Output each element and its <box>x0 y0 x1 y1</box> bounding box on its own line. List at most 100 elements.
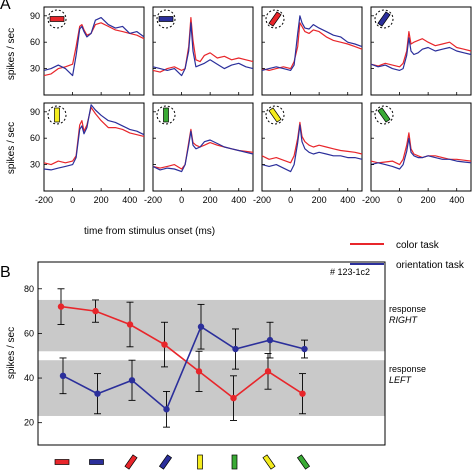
orientation-task-trace <box>43 17 145 77</box>
subplot-4 <box>370 6 472 96</box>
subplot-frame <box>370 102 472 192</box>
orientation-task-point <box>59 372 67 380</box>
subplot-2 <box>152 6 254 96</box>
panel-a-y-axis-label-bottom: spikes / sec <box>6 122 17 174</box>
subplot-frame <box>261 6 363 96</box>
y-tick-label: 20 <box>24 418 34 428</box>
orientation-task-trace <box>370 137 472 170</box>
band-label-line1: response <box>389 304 426 314</box>
x-tick-label: 0 <box>288 195 293 205</box>
subplot-6: -200 0 200 400 <box>144 102 254 205</box>
x-tick-label: 0 <box>179 195 184 205</box>
stimulus-bar <box>49 16 65 22</box>
red-oblique-bar-icon <box>265 9 285 29</box>
subplot-frame <box>43 6 145 96</box>
x-tick-label: 200 <box>421 195 436 205</box>
color-task-point <box>161 341 168 348</box>
x-tick-label: 400 <box>231 195 246 205</box>
stimulus-bar <box>158 454 173 470</box>
panel-a-y-axis-label-top: spikes / sec <box>6 28 17 80</box>
panel-b-label: B <box>0 264 11 281</box>
color-task-point <box>92 307 99 315</box>
orientation-task-point <box>266 336 274 344</box>
subplot-7: -200 0 200 400 <box>253 102 363 205</box>
stimulus-bar <box>54 459 70 465</box>
panel-b-frame-overlay <box>37 261 386 446</box>
stimulus-bar <box>231 454 238 470</box>
red-horizontal-bar-icon <box>54 459 70 465</box>
y-tick-label: 60 <box>24 328 34 338</box>
x-tick-label: -200 <box>144 195 162 205</box>
x-tick-label: -200 <box>362 195 380 205</box>
stimulus-bar <box>268 11 282 27</box>
response-band-left <box>38 360 385 416</box>
orientation-task-point <box>94 390 101 397</box>
blue-oblique-bar-icon <box>158 454 173 470</box>
color-task-line <box>60 305 303 400</box>
orientation-task-trace <box>152 22 254 77</box>
stimulus-bar <box>268 107 282 123</box>
band-label-line1: response <box>389 364 426 374</box>
color-task-trace <box>43 22 145 77</box>
panel-b: B color task orientation task # 123-1c2 … <box>0 240 465 470</box>
green-vertical-bar-icon <box>156 105 176 125</box>
x-tick-label: 0 <box>397 195 402 205</box>
orientation-task-point <box>232 345 239 353</box>
stimulus-bar <box>158 16 174 22</box>
stimulus-bar <box>377 107 391 123</box>
subplot-1: 30 60 90 <box>30 6 145 96</box>
orientation-task-point <box>301 345 308 353</box>
subplot-frame <box>43 102 145 192</box>
blue-horizontal-bar-icon <box>156 9 176 29</box>
color-task-point <box>57 303 65 310</box>
band-label-line2: RIGHT <box>389 315 419 325</box>
subplot-frame <box>261 102 363 192</box>
orientation-task-point <box>128 377 136 384</box>
blue-oblique-bar-icon <box>374 9 394 29</box>
x-tick-label: 0 <box>70 195 75 205</box>
color-task-trace <box>370 31 472 68</box>
x-tick-label: 200 <box>203 195 218 205</box>
x-tick-label: 400 <box>449 195 464 205</box>
subplot-3 <box>261 6 363 96</box>
color-task-point <box>264 368 272 375</box>
y-tick-label: 30 <box>30 64 40 74</box>
stimulus-bar <box>124 454 138 470</box>
color-task-point <box>126 321 134 328</box>
orientation-task-trace <box>261 124 363 173</box>
panel-b-frame <box>37 261 386 446</box>
color-task-trace <box>370 132 472 166</box>
green-oblique-bar-icon <box>296 454 311 470</box>
orientation-task-trace <box>370 37 472 71</box>
stimulus-bar <box>296 454 311 470</box>
legend-color-task-label: color task <box>396 240 440 251</box>
orientation-task-trace <box>43 104 145 171</box>
x-tick-label: 200 <box>312 195 327 205</box>
band-label-line2: LEFT <box>389 375 413 385</box>
stimulus-bar <box>377 11 391 27</box>
panel-a-x-axis-label: time from stimulus onset (ms) <box>84 226 215 237</box>
subplot-8: -200 0 200 400 <box>362 102 472 205</box>
y-tick-label: 60 <box>30 133 40 143</box>
legend: color task orientation task <box>350 240 465 271</box>
orientation-task-point <box>197 323 205 330</box>
yellow-vertical-bar-icon <box>47 105 67 125</box>
y-tick-label: 60 <box>30 37 40 47</box>
color-task-trace <box>152 128 254 170</box>
subplot-5: 30 60 90 -200 0 200 400 <box>30 102 145 205</box>
subplot-frame <box>152 102 254 192</box>
red-oblique-bar-icon <box>124 454 138 470</box>
panel-a-label: A <box>0 0 11 13</box>
yellow-oblique-bar-icon <box>262 454 276 470</box>
color-task-point <box>195 368 203 375</box>
x-tick-label: 400 <box>122 195 137 205</box>
response-band-right <box>38 299 385 352</box>
orientation-task-trace <box>261 15 363 71</box>
stimulus-bar <box>163 107 169 123</box>
y-tick-label: 90 <box>30 107 40 117</box>
orientation-task-trace <box>152 130 254 173</box>
stimulus-bar <box>197 454 203 470</box>
y-tick-label: 40 <box>24 373 34 383</box>
orientation-task-line <box>62 325 305 411</box>
x-tick-label: 200 <box>94 195 109 205</box>
